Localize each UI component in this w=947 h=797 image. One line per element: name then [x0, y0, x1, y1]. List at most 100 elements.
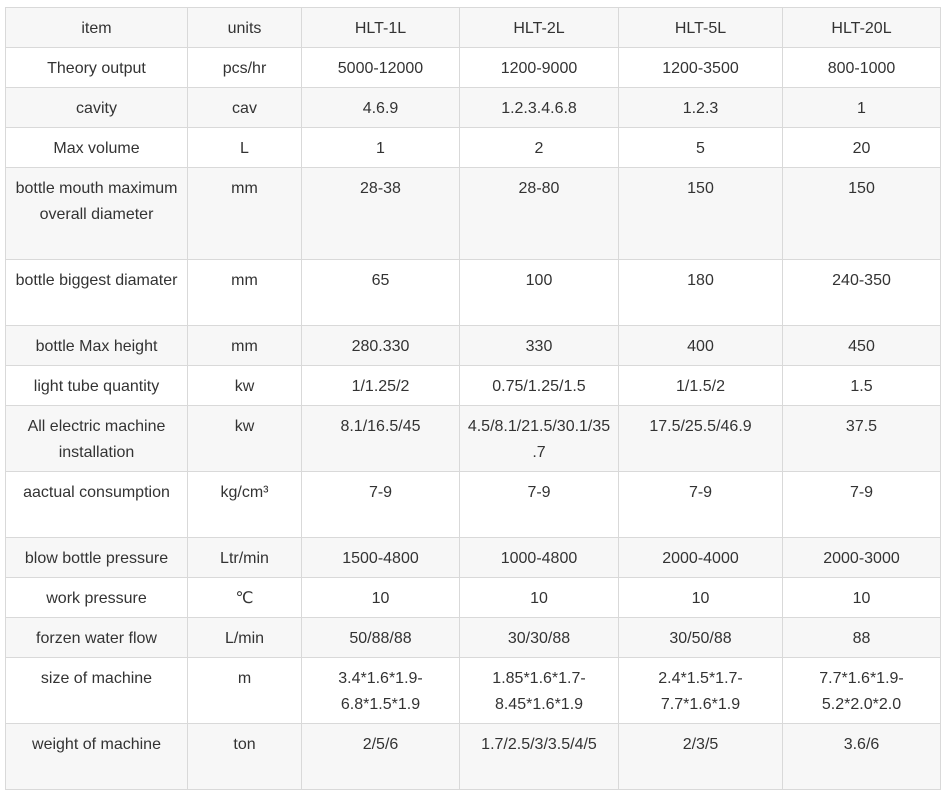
value-cell: 1.5 — [782, 365, 941, 406]
value-cell: 7-9 — [782, 471, 941, 538]
value-cell: 240-350 — [782, 259, 941, 326]
value-cell: 5 — [618, 127, 783, 168]
value-cell: 0.75/1.25/1.5 — [459, 365, 619, 406]
value-cell: 450 — [782, 325, 941, 366]
unit-cell: kw — [187, 365, 302, 406]
spec-table: item units HLT-1L HLT-2L HLT-5L HLT-20L … — [5, 7, 941, 790]
header-cell-hlt-20l: HLT-20L — [782, 7, 941, 48]
value-cell: 1.7/2.5/3/3.5/4/5 — [459, 723, 619, 790]
value-cell: 400 — [618, 325, 783, 366]
value-cell: 800-1000 — [782, 47, 941, 88]
row-label-cell: light tube quantity — [5, 365, 188, 406]
row-label-cell: All electric machine installation — [5, 405, 188, 472]
unit-cell: ton — [187, 723, 302, 790]
value-cell: 1000-4800 — [459, 537, 619, 578]
row-label-cell: Theory output — [5, 47, 188, 88]
value-cell: 10 — [782, 577, 941, 618]
value-cell: 1 — [782, 87, 941, 128]
value-cell: 7-9 — [301, 471, 460, 538]
value-cell: 10 — [459, 577, 619, 618]
header-cell-units: units — [187, 7, 302, 48]
unit-cell: ℃ — [187, 577, 302, 618]
table-row: cavity cav 4.6.9 1.2.3.4.6.8 1.2.3 1 — [5, 87, 941, 128]
value-cell: 1/1.25/2 — [301, 365, 460, 406]
unit-cell: m — [187, 657, 302, 724]
value-cell: 20 — [782, 127, 941, 168]
row-label-cell: Max volume — [5, 127, 188, 168]
value-cell: 4.6.9 — [301, 87, 460, 128]
value-cell: 7-9 — [618, 471, 783, 538]
value-cell: 2/3/5 — [618, 723, 783, 790]
value-cell: 330 — [459, 325, 619, 366]
value-cell: 28-80 — [459, 167, 619, 260]
value-cell: 3.4*1.6*1.9-6.8*1.5*1.9 — [301, 657, 460, 724]
value-cell: 3.6/6 — [782, 723, 941, 790]
unit-cell: kw — [187, 405, 302, 472]
table-row: light tube quantity kw 1/1.25/2 0.75/1.2… — [5, 365, 941, 406]
value-cell: 1/1.5/2 — [618, 365, 783, 406]
value-cell: 7-9 — [459, 471, 619, 538]
row-label-cell: weight of machine — [5, 723, 188, 790]
unit-cell: mm — [187, 167, 302, 260]
unit-cell: mm — [187, 325, 302, 366]
value-cell: 17.5/25.5/46.9 — [618, 405, 783, 472]
unit-cell: L/min — [187, 617, 302, 658]
value-cell: 8.1/16.5/45 — [301, 405, 460, 472]
row-label-cell: forzen water flow — [5, 617, 188, 658]
value-cell: 2/5/6 — [301, 723, 460, 790]
value-cell: 37.5 — [782, 405, 941, 472]
table-row: bottle mouth maximum overall diameter mm… — [5, 167, 941, 260]
row-label-cell: bottle biggest diamater — [5, 259, 188, 326]
unit-cell: L — [187, 127, 302, 168]
value-cell: 2000-4000 — [618, 537, 783, 578]
table-row: All electric machine installation kw 8.1… — [5, 405, 941, 472]
header-cell-hlt-5l: HLT-5L — [618, 7, 783, 48]
value-cell: 1.2.3 — [618, 87, 783, 128]
value-cell: 30/50/88 — [618, 617, 783, 658]
value-cell: 10 — [618, 577, 783, 618]
table-row: bottle Max height mm 280.330 330 400 450 — [5, 325, 941, 366]
unit-cell: kg/cm³ — [187, 471, 302, 538]
row-label-cell: bottle mouth maximum overall diameter — [5, 167, 188, 260]
unit-cell: cav — [187, 87, 302, 128]
unit-cell: pcs/hr — [187, 47, 302, 88]
table-row: blow bottle pressure Ltr/min 1500-4800 1… — [5, 537, 941, 578]
value-cell: 1200-3500 — [618, 47, 783, 88]
value-cell: 150 — [618, 167, 783, 260]
value-cell: 30/30/88 — [459, 617, 619, 658]
value-cell: 50/88/88 — [301, 617, 460, 658]
value-cell: 10 — [301, 577, 460, 618]
header-cell-hlt-2l: HLT-2L — [459, 7, 619, 48]
value-cell: 180 — [618, 259, 783, 326]
header-cell-hlt-1l: HLT-1L — [301, 7, 460, 48]
value-cell: 65 — [301, 259, 460, 326]
row-label-cell: work pressure — [5, 577, 188, 618]
row-label-cell: size of machine — [5, 657, 188, 724]
unit-cell: mm — [187, 259, 302, 326]
value-cell: 1.2.3.4.6.8 — [459, 87, 619, 128]
unit-cell: Ltr/min — [187, 537, 302, 578]
table-header-row: item units HLT-1L HLT-2L HLT-5L HLT-20L — [5, 7, 941, 48]
value-cell: 7.7*1.6*1.9-5.2*2.0*2.0 — [782, 657, 941, 724]
value-cell: 4.5/8.1/21.5/30.1/35.7 — [459, 405, 619, 472]
table-row: Theory output pcs/hr 5000-12000 1200-900… — [5, 47, 941, 88]
value-cell: 2 — [459, 127, 619, 168]
row-label-cell: bottle Max height — [5, 325, 188, 366]
value-cell: 2000-3000 — [782, 537, 941, 578]
table-row: weight of machine ton 2/5/6 1.7/2.5/3/3.… — [5, 723, 941, 790]
spec-table-body: item units HLT-1L HLT-2L HLT-5L HLT-20L … — [5, 7, 941, 790]
value-cell: 28-38 — [301, 167, 460, 260]
value-cell: 2.4*1.5*1.7-7.7*1.6*1.9 — [618, 657, 783, 724]
row-label-cell: blow bottle pressure — [5, 537, 188, 578]
value-cell: 1 — [301, 127, 460, 168]
header-cell-item: item — [5, 7, 188, 48]
row-label-cell: aactual consumption — [5, 471, 188, 538]
row-label-cell: cavity — [5, 87, 188, 128]
table-row: forzen water flow L/min 50/88/88 30/30/8… — [5, 617, 941, 658]
table-row: size of machine m 3.4*1.6*1.9-6.8*1.5*1.… — [5, 657, 941, 724]
table-row: bottle biggest diamater mm 65 100 180 24… — [5, 259, 941, 326]
value-cell: 280.330 — [301, 325, 460, 366]
table-row: work pressure ℃ 10 10 10 10 — [5, 577, 941, 618]
value-cell: 1500-4800 — [301, 537, 460, 578]
value-cell: 150 — [782, 167, 941, 260]
